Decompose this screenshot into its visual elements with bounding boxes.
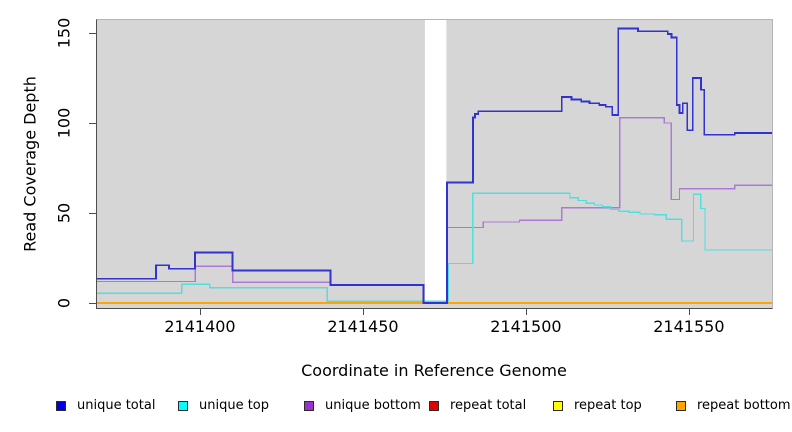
y-tick-label: 50 bbox=[54, 202, 74, 224]
legend-label: repeat bottom bbox=[697, 398, 791, 413]
x-tick-mark bbox=[688, 308, 690, 315]
x-tick-mark bbox=[199, 308, 201, 315]
legend-item-unique-total: unique total bbox=[56, 399, 155, 413]
legend-label: repeat total bbox=[450, 398, 527, 413]
plot-area bbox=[96, 19, 773, 309]
x-axis-title: Coordinate in Reference Genome bbox=[301, 361, 567, 380]
legend-swatch bbox=[56, 401, 66, 411]
legend-swatch bbox=[429, 401, 439, 411]
y-tick-label: 100 bbox=[54, 107, 74, 139]
legend-swatch bbox=[676, 401, 686, 411]
legend-swatch bbox=[553, 401, 563, 411]
legend-item-repeat-top: repeat top bbox=[553, 399, 642, 413]
x-tick-mark bbox=[362, 308, 364, 315]
x-tick-label: 2141450 bbox=[327, 317, 399, 336]
y-tick-mark bbox=[89, 303, 96, 304]
legend-item-repeat-bottom: repeat bottom bbox=[676, 399, 791, 413]
legend-item-unique-bottom: unique bottom bbox=[304, 399, 421, 413]
legend-item-repeat-total: repeat total bbox=[429, 399, 526, 413]
legend-label: unique total bbox=[77, 398, 156, 413]
legend-label: unique top bbox=[199, 398, 270, 413]
line-unique-total bbox=[97, 27, 772, 304]
legend-swatch bbox=[178, 401, 188, 411]
x-tick-mark bbox=[525, 308, 527, 315]
legend-label: repeat top bbox=[574, 398, 642, 413]
legend-swatch bbox=[304, 401, 314, 411]
y-tick-mark bbox=[89, 123, 96, 124]
line-unique-bottom bbox=[97, 116, 772, 304]
no-data-gap-band bbox=[424, 20, 447, 304]
y-tick-label: 0 bbox=[54, 297, 74, 309]
x-tick-label: 2141500 bbox=[490, 317, 562, 336]
y-tick-label: 150 bbox=[54, 17, 74, 49]
x-tick-label: 2141400 bbox=[164, 317, 236, 336]
line-unique-top bbox=[97, 192, 772, 302]
y-tick-mark bbox=[89, 33, 96, 34]
coverage-plot-svg bbox=[97, 20, 772, 308]
x-tick-label: 2141550 bbox=[653, 317, 725, 336]
legend-label: unique bottom bbox=[325, 398, 421, 413]
legend-item-unique-top: unique top bbox=[178, 399, 269, 413]
y-tick-mark bbox=[89, 213, 96, 214]
y-axis-title: Read Coverage Depth bbox=[20, 76, 40, 252]
